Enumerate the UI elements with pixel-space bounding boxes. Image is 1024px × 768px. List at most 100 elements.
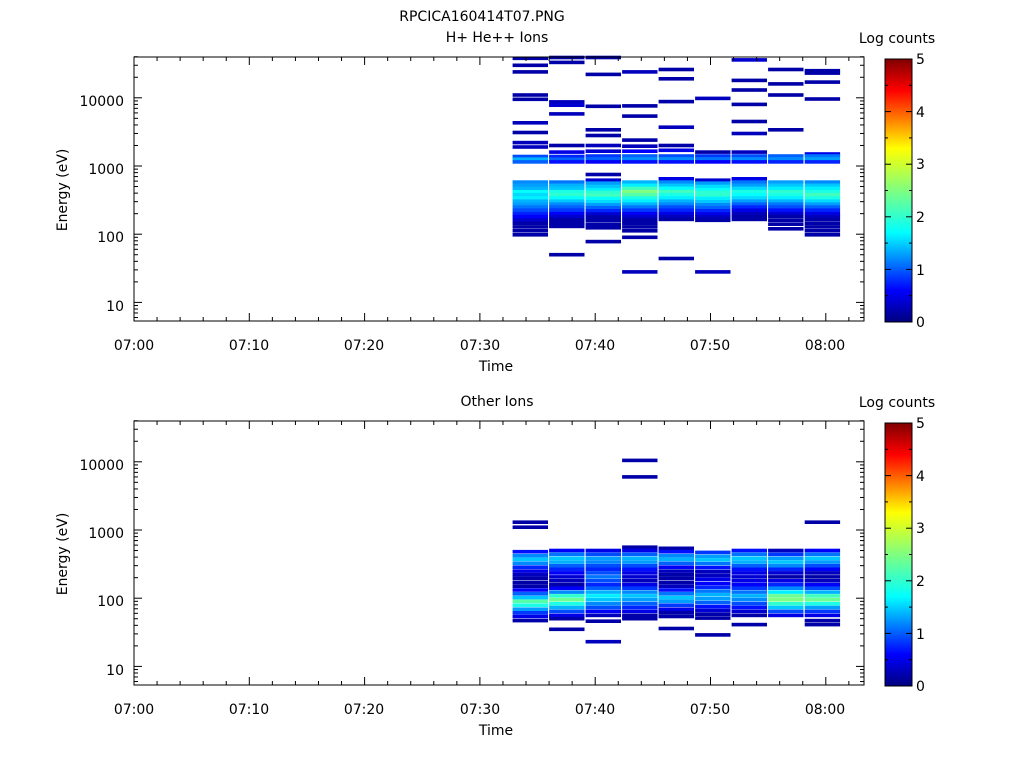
- heatmap-cell: [804, 582, 841, 587]
- heatmap-cell: [622, 70, 658, 74]
- heatmap-cell: [804, 622, 841, 627]
- heatmap-cell: [512, 225, 548, 229]
- heatmap-cell: [622, 582, 658, 587]
- heatmap-cell: [622, 560, 658, 564]
- heatmap-cell: [622, 208, 658, 212]
- heatmap-cell: [658, 192, 694, 197]
- heatmap-cell: [804, 208, 841, 212]
- heatmap-cell: [731, 202, 767, 206]
- heatmap-cell: [658, 588, 694, 592]
- heatmap-cell: [585, 590, 621, 594]
- heatmap-cell: [549, 575, 585, 579]
- heatmap-cell: [658, 553, 694, 558]
- heatmap-cell: [549, 548, 585, 553]
- heatmap-cell: [512, 217, 548, 222]
- heatmap-cell: [512, 599, 548, 604]
- heatmap-cell: [731, 131, 767, 136]
- heatmap-cell: [768, 605, 804, 610]
- heatmap-cell: [695, 154, 731, 158]
- heatmap-cell: [658, 256, 694, 261]
- heatmap-cell: [549, 208, 585, 212]
- x-axis-label: Time: [478, 723, 513, 739]
- heatmap-cell: [658, 154, 694, 158]
- heatmap-cell: [804, 601, 841, 606]
- heatmap-cell: [512, 618, 548, 623]
- heatmap-cell: [658, 576, 694, 581]
- heatmap-cell: [695, 215, 731, 219]
- heatmap-cell: [658, 569, 694, 573]
- heatmap-cell: [585, 149, 621, 153]
- heatmap-cell: [512, 186, 548, 191]
- heatmap-cell: [804, 594, 841, 598]
- heatmap-cell: [695, 212, 731, 216]
- heatmap-cell: [804, 199, 841, 203]
- heatmap-cell: [512, 229, 548, 233]
- heatmap-cell: [658, 157, 694, 161]
- heatmap-cell: [622, 556, 658, 561]
- heatmap-cell: [622, 571, 658, 575]
- heatmap-cell: [658, 196, 694, 200]
- heatmap-cell: [804, 571, 841, 575]
- axis-ticks: [133, 420, 864, 685]
- heatmap-cell: [695, 554, 731, 559]
- heatmap-cell: [731, 211, 767, 216]
- heatmap-cell: [549, 567, 585, 572]
- heatmap-cell: [585, 594, 621, 598]
- heatmap-cell: [549, 205, 585, 209]
- heatmap-cell: [731, 548, 767, 553]
- heatmap-cell: [804, 97, 841, 101]
- heatmap-cell: [731, 567, 767, 572]
- heatmap-cell: [622, 104, 658, 108]
- heatmap-cell: [731, 601, 767, 606]
- heatmap-cell: [695, 190, 731, 195]
- heatmap-cell: [804, 189, 841, 194]
- colorbar-tick-label: 5: [916, 52, 925, 68]
- heatmap-cell: [768, 183, 804, 188]
- colorbar-label: Log counts: [859, 31, 935, 47]
- heatmap-cell: [731, 119, 767, 124]
- heatmap-cell: [768, 199, 804, 203]
- heatmap-cell: [768, 590, 804, 594]
- heatmap-cell: [585, 218, 621, 223]
- x-tick-label: 07:50: [690, 338, 730, 354]
- heatmap-cell: [695, 218, 731, 223]
- heatmap-cell: [622, 270, 658, 274]
- colorbar-tick-label: 0: [916, 315, 925, 331]
- heatmap-cell: [804, 192, 841, 197]
- heatmap-cell: [768, 205, 804, 209]
- heatmap-cell: [768, 560, 804, 564]
- heatmap-cell: [622, 189, 658, 194]
- heatmap-cell: [585, 184, 621, 189]
- heatmap-cell: [695, 581, 731, 586]
- heatmap-cell: [768, 93, 804, 97]
- heatmap-cell: [731, 605, 767, 610]
- heatmap-cell: [549, 183, 585, 188]
- heatmap-cell: [731, 613, 767, 618]
- x-tick-label: 07:00: [114, 702, 154, 718]
- heatmap-cell: [585, 178, 621, 182]
- heatmap-cell: [804, 618, 841, 623]
- heatmap-cell: [622, 458, 658, 463]
- heatmap-cell: [695, 199, 731, 204]
- y-axis-label: Energy (eV): [55, 149, 71, 232]
- heatmap-cell: [549, 199, 585, 203]
- heatmap-cell: [658, 67, 694, 72]
- heatmap-cell: [585, 563, 621, 568]
- heatmap-cell: [549, 605, 585, 610]
- colorbar: Log counts 0 1 2 3 4 5: [859, 395, 935, 695]
- heatmap-cell: [658, 148, 694, 153]
- heatmap-cell: [658, 573, 694, 577]
- heatmap-cell: [804, 183, 841, 188]
- heatmap-cell: [804, 202, 841, 206]
- heatmap-cell: [512, 97, 548, 102]
- heatmap-cell: [585, 619, 621, 623]
- colorbar-tick-label: 3: [916, 521, 925, 537]
- heatmap-cell: [695, 558, 731, 562]
- heatmap-cell: [585, 226, 621, 230]
- heatmap-cell: [549, 616, 585, 621]
- heatmap-cell: [512, 576, 548, 581]
- heatmap-cell: [622, 597, 658, 602]
- heatmap-cell: [585, 193, 621, 198]
- heatmap-cell: [549, 560, 585, 564]
- heatmap-cell: [585, 133, 621, 138]
